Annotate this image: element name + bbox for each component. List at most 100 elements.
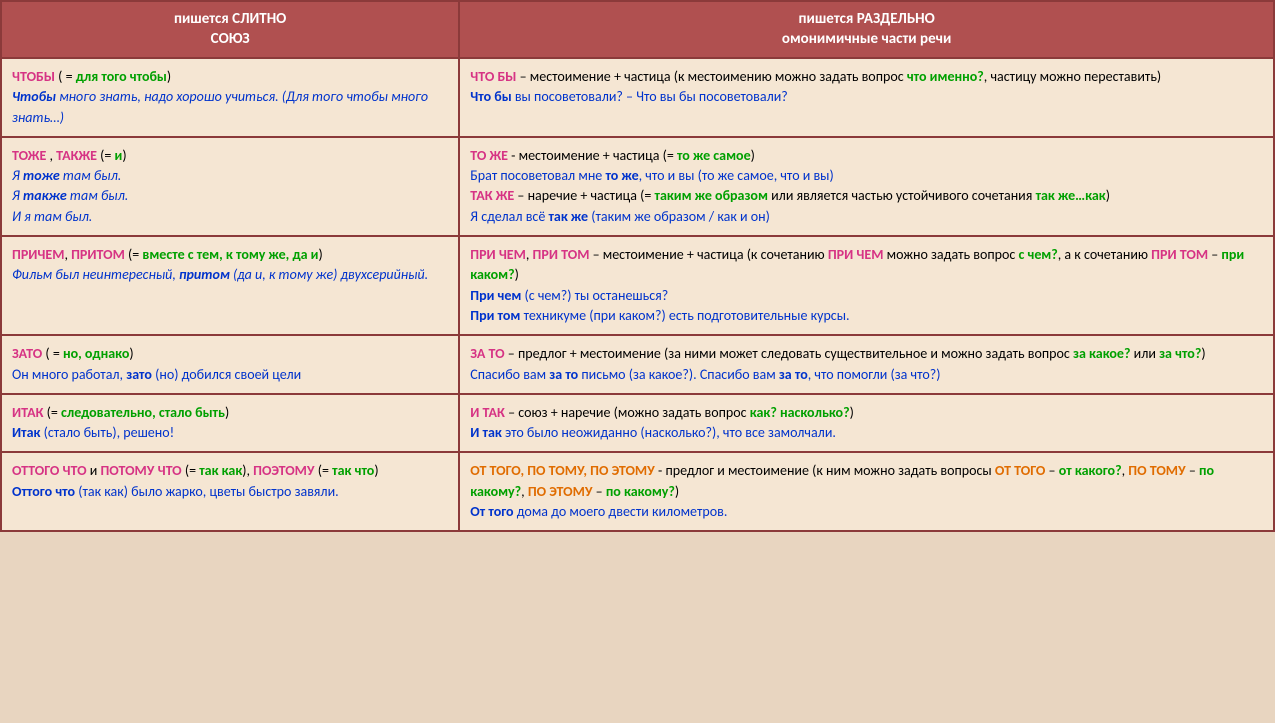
text-run: (= — [97, 147, 115, 164]
cell-right: И ТАК – союз + наречие (можно задать воп… — [459, 394, 1274, 453]
text-run: так же — [548, 208, 588, 225]
text-run: дома до моего двести километров. — [514, 503, 728, 520]
header-right: пишется РАЗДЕЛЬНО омонимичные части речи — [459, 1, 1274, 58]
text-run: – — [1045, 462, 1058, 479]
text-run: ) — [318, 246, 322, 263]
text-run: за то — [779, 366, 808, 383]
text-run: ТОЖЕ — [12, 147, 46, 164]
text-run: (= — [315, 462, 333, 479]
cell-right: ТО ЖЕ - местоимение + частица (= то же с… — [459, 137, 1274, 236]
text-run: (да и, к тому же) двухсерийный. — [230, 266, 428, 283]
text-run: При чем — [470, 287, 521, 304]
text-run: Что бы — [470, 88, 511, 105]
text-run: или является частью устойчивого сочетани… — [768, 187, 1036, 204]
text-run: ПО ТОМУ — [1128, 462, 1185, 479]
text-run: ТО ЖЕ — [470, 147, 508, 164]
text-run: как? насколько? — [750, 404, 850, 421]
text-run: там был. — [60, 167, 122, 184]
text-run: (но) добился своей цели — [152, 366, 301, 383]
text-run: (= — [182, 462, 200, 479]
text-run: за какое? — [1073, 345, 1130, 362]
text-run: ) — [374, 462, 378, 479]
text-run: – наречие + частица (= — [514, 187, 654, 204]
table-body: ЧТОБЫ ( = для того чтобы)Чтобы много зна… — [1, 58, 1274, 531]
text-run: ЧТО БЫ — [470, 68, 516, 85]
text-run: техникуме (при каком?) есть подготовител… — [520, 307, 849, 324]
text-run: (таким же образом / как и он) — [588, 208, 770, 225]
table-row: ПРИЧЕМ, ПРИТОМ (= вместе с тем, к тому ж… — [1, 236, 1274, 335]
text-run: , частицу можно переставить) — [984, 68, 1161, 85]
cell-right: ПРИ ЧЕМ, ПРИ ТОМ – местоимение + частица… — [459, 236, 1274, 335]
text-run: – местоимение + частица (к местоимению м… — [516, 68, 906, 85]
table-row: ТОЖЕ , ТАКЖЕ (= и)Я тоже там был.Я также… — [1, 137, 1274, 236]
text-run: за то — [549, 366, 578, 383]
text-run: ) — [751, 147, 755, 164]
text-run: , — [521, 483, 528, 500]
text-run: ПО ЭТОМУ — [528, 483, 593, 500]
text-run: ЗАТО — [12, 345, 42, 362]
text-run: – — [593, 483, 606, 500]
cell-right: ОТ ТОГО, ПО ТОМУ, ПО ЭТОМУ - предлог и м… — [459, 452, 1274, 531]
text-run: и — [87, 462, 101, 479]
text-run: так что — [332, 462, 374, 479]
text-run: Брат посоветовал мне — [470, 167, 605, 184]
text-run: ПРИ ТОМ — [533, 246, 590, 263]
text-run: ОТ ТОГО — [995, 462, 1045, 479]
text-run: ЧТОБЫ — [12, 68, 55, 85]
text-run: что именно? — [907, 68, 984, 85]
text-run: - местоимение + частица (= — [508, 147, 677, 164]
text-run: по какому? — [606, 483, 675, 500]
cell-right: ЗА ТО – предлог + местоимение (за ними м… — [459, 335, 1274, 394]
table-row: ЧТОБЫ ( = для того чтобы)Чтобы много зна… — [1, 58, 1274, 137]
text-run: (стало быть), решено! — [40, 424, 174, 441]
text-run: ПОТОМУ ЧТО — [100, 462, 181, 479]
text-run: ОТ ТОГО, ПО ТОМУ, ПО ЭТОМУ — [470, 462, 655, 479]
text-run: притом — [179, 266, 230, 283]
text-run: (с чем?) ты останешься? — [521, 287, 668, 304]
text-run: Я — [12, 167, 23, 184]
text-run: таким же образом — [655, 187, 768, 204]
text-run: ) — [1201, 345, 1205, 362]
cell-left: ИТАК (= следовательно, стало быть)Итак (… — [1, 394, 459, 453]
text-run: ПРИ ЧЕМ — [470, 246, 526, 263]
grammar-table: пишется СЛИТНО СОЮЗ пишется РАЗДЕЛЬНО ом… — [0, 0, 1275, 532]
text-run: (= — [125, 246, 143, 263]
text-run: , что помогли (за что?) — [808, 366, 941, 383]
text-run: – — [1186, 462, 1199, 479]
cell-left: ОТТОГО ЧТО и ПОТОМУ ЧТО (= так как), ПОЭ… — [1, 452, 459, 531]
text-run: ( = — [55, 68, 76, 85]
text-run: От того — [470, 503, 513, 520]
text-run: или — [1130, 345, 1159, 362]
text-run: это было неожиданно (насколько?), что вс… — [502, 424, 836, 441]
text-run: ) — [129, 345, 133, 362]
text-run: также — [23, 187, 67, 204]
text-run: И я там был. — [12, 208, 92, 225]
text-run: – — [1208, 246, 1221, 263]
text-run: ) — [167, 68, 171, 85]
text-run: ) — [225, 404, 229, 421]
text-run: ( = — [42, 345, 63, 362]
text-run: Фильм был неинтересный, — [12, 266, 179, 283]
text-run: с чем? — [1018, 246, 1057, 263]
text-run: ПРИ ЧЕМ — [828, 246, 884, 263]
text-run: зато — [126, 366, 152, 383]
text-run: там был. — [67, 187, 129, 204]
header-left-line1: пишется СЛИТНО — [174, 10, 286, 28]
text-run: ) — [122, 147, 126, 164]
text-run: ), — [242, 462, 253, 479]
text-run: то же самое — [677, 147, 751, 164]
cell-left: ТОЖЕ , ТАКЖЕ (= и)Я тоже там был.Я также… — [1, 137, 459, 236]
text-run: тоже — [23, 167, 60, 184]
text-run: но, однако — [63, 345, 129, 362]
text-run: так же…как — [1036, 187, 1106, 204]
text-run: ) — [1106, 187, 1110, 204]
text-run: Оттого что — [12, 483, 75, 500]
text-run: - предлог и местоимение (к ним можно зад… — [655, 462, 995, 479]
header-right-line1: пишется РАЗДЕЛЬНО — [799, 10, 935, 28]
text-run: – предлог + местоимение (за ними может с… — [505, 345, 1073, 362]
text-run: ИТАК — [12, 404, 43, 421]
text-run: , что и вы (то же самое, что и вы) — [639, 167, 834, 184]
text-run: , а к сочетанию — [1058, 246, 1151, 263]
text-run: , — [526, 246, 533, 263]
text-run: ПРИЧЕМ — [12, 246, 64, 263]
